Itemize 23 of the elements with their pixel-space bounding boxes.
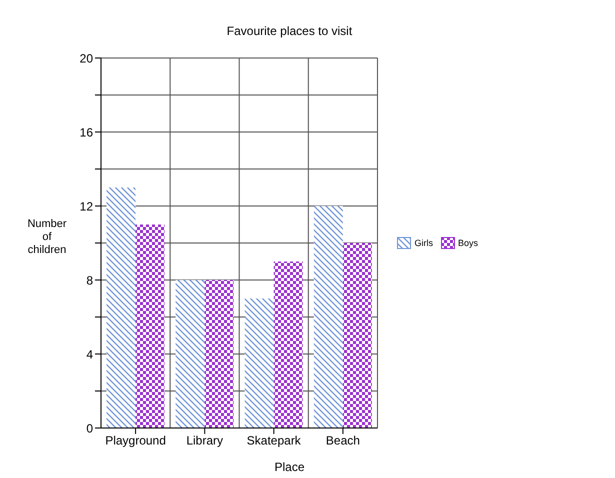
x-tick-label: Skatepark (246, 434, 302, 448)
text: Girls (414, 238, 433, 248)
bar (314, 206, 343, 428)
x-tick-label: Beach (326, 434, 360, 448)
x-tick-label: Library (186, 434, 224, 448)
x-axis-title: Place (273, 460, 306, 474)
y-tick-label: 4 (86, 347, 94, 362)
text: Boys (458, 238, 478, 248)
bar (106, 188, 136, 428)
chart-title: Favourite places to visit (226, 24, 354, 38)
bar (204, 280, 234, 428)
y-tick-label: 16 (80, 125, 94, 140)
bar (342, 243, 372, 428)
y-axis-title: Number of children (26, 218, 68, 257)
bar (136, 224, 165, 428)
y-tick-label: 20 (80, 51, 94, 66)
bar (176, 280, 205, 428)
y-tick-label: 0 (86, 421, 94, 436)
y-tick-label: 12 (80, 199, 94, 214)
bar (274, 262, 303, 428)
y-tick-label: 8 (86, 273, 94, 288)
bar (244, 298, 274, 428)
x-tick-label: Playground (105, 434, 166, 448)
